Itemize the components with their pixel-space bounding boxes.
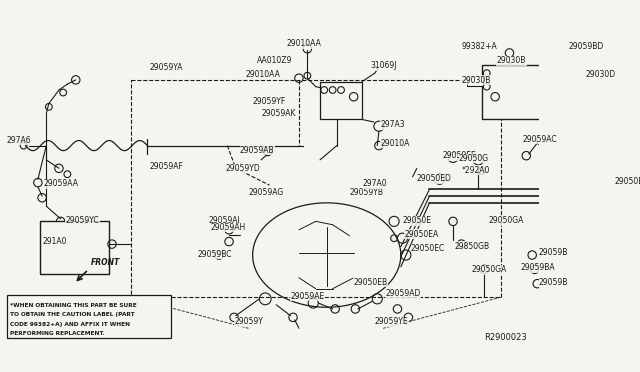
Text: 29030B: 29030B: [497, 56, 526, 65]
Text: 29050ED: 29050ED: [417, 174, 452, 183]
Text: 29050EF: 29050EF: [614, 177, 640, 186]
Text: 31069J: 31069J: [371, 61, 397, 70]
Text: 29030D: 29030D: [585, 70, 616, 79]
Text: 29059Y: 29059Y: [234, 317, 263, 326]
Text: 29059AE: 29059AE: [291, 292, 324, 301]
Text: 29010A: 29010A: [381, 139, 410, 148]
Text: CODE 99382+A) AND AFFIX IT WHEN: CODE 99382+A) AND AFFIX IT WHEN: [10, 321, 130, 327]
Text: PERFORMING REPLACEMENT.: PERFORMING REPLACEMENT.: [10, 331, 105, 336]
Text: 29059AC: 29059AC: [522, 135, 557, 144]
Text: 29059YF: 29059YF: [253, 97, 286, 106]
Text: 29059BC: 29059BC: [198, 250, 232, 259]
Text: 297A3: 297A3: [381, 120, 405, 129]
Text: 29050E: 29050E: [403, 216, 431, 225]
Text: 29059AA: 29059AA: [44, 179, 79, 188]
Text: *292A0: *292A0: [461, 166, 490, 175]
Text: 29059AH: 29059AH: [211, 223, 246, 232]
Text: 29010AA: 29010AA: [246, 70, 281, 79]
Text: 297A0: 297A0: [362, 179, 387, 188]
Text: 29050GA: 29050GA: [472, 265, 507, 274]
Text: 29059BA: 29059BA: [520, 263, 555, 272]
Text: *WHEN OBTAINING THIS PART BE SURE: *WHEN OBTAINING THIS PART BE SURE: [10, 303, 137, 308]
Text: 29059AJ: 29059AJ: [209, 216, 241, 225]
Text: 29059AG: 29059AG: [248, 188, 284, 197]
Text: 291A0: 291A0: [42, 237, 67, 246]
Text: 29059B: 29059B: [539, 278, 568, 287]
Text: 297A6: 297A6: [7, 136, 31, 145]
Text: 29050EC: 29050EC: [411, 244, 445, 253]
Text: 29059AK: 29059AK: [261, 109, 296, 118]
Text: 99382+A: 99382+A: [461, 42, 497, 51]
Text: 29059YE: 29059YE: [375, 317, 408, 326]
Text: 29059YB: 29059YB: [349, 188, 383, 197]
Text: 29059BD: 29059BD: [568, 42, 604, 51]
Text: 29059YD: 29059YD: [226, 164, 260, 173]
Text: R2900023: R2900023: [484, 333, 527, 341]
Text: 29030B: 29030B: [461, 76, 491, 85]
Text: 29850GB: 29850GB: [454, 241, 490, 251]
Text: FRONT: FRONT: [91, 258, 120, 267]
Text: 29050EB: 29050EB: [353, 278, 387, 287]
Bar: [131, 80, 501, 297]
Text: 29050GA: 29050GA: [488, 216, 524, 225]
Bar: [40, 221, 109, 273]
Text: 29059B: 29059B: [539, 248, 568, 257]
Text: 29050EE: 29050EE: [442, 151, 476, 160]
Text: AA010Z9: AA010Z9: [257, 56, 292, 65]
Text: 29059YC: 29059YC: [66, 216, 99, 225]
Text: 29059YA: 29059YA: [150, 63, 184, 72]
Bar: [7, 295, 171, 339]
Text: 29010AA: 29010AA: [286, 39, 321, 48]
Bar: [320, 81, 362, 119]
Bar: [482, 65, 556, 119]
Text: 29059AD: 29059AD: [386, 289, 421, 298]
Text: 29050G: 29050G: [459, 154, 489, 163]
Text: 29050EA: 29050EA: [404, 230, 438, 239]
Bar: [467, 76, 483, 86]
Text: TO OBTAIN THE CAUTION LABEL (PART: TO OBTAIN THE CAUTION LABEL (PART: [10, 312, 135, 317]
Text: 29059AF: 29059AF: [150, 163, 184, 171]
Text: 29059AB: 29059AB: [240, 145, 275, 155]
